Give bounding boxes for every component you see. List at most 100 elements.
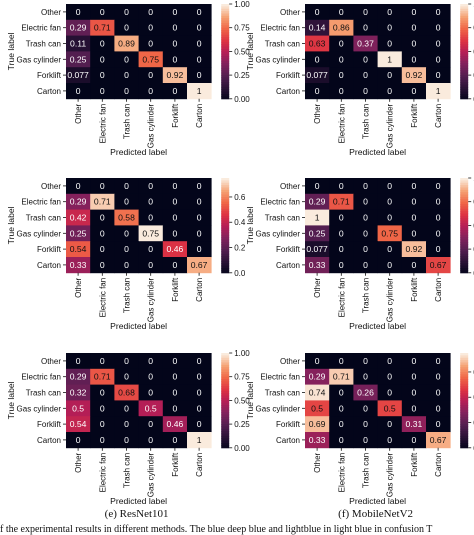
- colorbar-segment: [460, 206, 469, 210]
- cell-value-label: 0: [197, 23, 202, 33]
- cell-value-label: 0: [436, 356, 441, 366]
- colorbar-segment: [460, 70, 469, 74]
- colorbar-segment: [221, 400, 230, 404]
- cell-value-label: 0.42: [70, 213, 87, 223]
- heatmap-cell: [426, 241, 451, 258]
- colorbar-segment: [221, 428, 230, 432]
- colorbar-tick-label: 0.50: [234, 396, 250, 405]
- heatmap-cell: [66, 416, 91, 433]
- x-tick-label: Trash can: [123, 104, 132, 139]
- heatmap-cell: [305, 400, 330, 417]
- x-tick-label: Other: [313, 277, 322, 297]
- colorbar-segment: [460, 223, 469, 226]
- heatmap-cell: [305, 225, 330, 242]
- colorbar-segment: [460, 218, 469, 222]
- cell-value-label: 0: [148, 70, 153, 80]
- heatmap-cell: [66, 432, 91, 449]
- heatmap-cell: [138, 193, 164, 210]
- heatmap-cell: [401, 51, 427, 68]
- heatmap-cell: [377, 432, 403, 449]
- y-tick-label: Electric fan: [260, 373, 300, 382]
- cell-value-label: 0: [339, 244, 344, 254]
- colorbar-segment: [460, 426, 469, 430]
- cell-value-label: 0.46: [167, 244, 184, 254]
- heatmap-cell: [305, 193, 330, 210]
- colorbar-segment: [221, 225, 230, 229]
- colorbar-segment: [460, 260, 469, 264]
- colorbar-segment: [221, 431, 230, 435]
- heatmap-cell: [329, 83, 354, 100]
- heatmap-cell: [377, 193, 403, 210]
- heatmap-cell: [187, 257, 212, 274]
- colorbar-segment: [460, 94, 469, 97]
- heatmap-cell: [305, 83, 330, 100]
- colorbar-segment: [460, 393, 469, 397]
- cell-value-label: 0.37: [357, 39, 374, 49]
- colorbar-segment: [221, 192, 230, 196]
- colorbar-segment: [221, 37, 230, 41]
- colorbar-segment: [221, 249, 230, 252]
- colorbar-segment: [221, 376, 230, 380]
- colorbar-segment: [221, 445, 230, 449]
- colorbar-segment: [460, 263, 469, 267]
- cell-value-label: 0: [339, 356, 344, 366]
- colorbar-segment: [460, 180, 469, 184]
- cell-value-label: 0: [412, 356, 417, 366]
- y-tick-label: Gas cylinder: [17, 229, 62, 238]
- heatmap-cell: [305, 209, 330, 226]
- heatmap-cell: [114, 384, 139, 401]
- colorbar-segment: [221, 49, 230, 52]
- heatmap-cell: [138, 432, 164, 449]
- colorbar-segment: [460, 53, 469, 57]
- y-tick-label: Trash can: [26, 214, 61, 223]
- colorbar-segment: [221, 371, 230, 375]
- heatmap-cell: [66, 4, 91, 21]
- cell-value-label: 0.75: [142, 228, 159, 238]
- x-tick-label: Electric fan: [337, 453, 346, 493]
- heatmap-cell: [90, 241, 115, 258]
- cell-value-label: 0: [363, 181, 368, 191]
- colorbar-segment: [221, 94, 230, 97]
- colorbar-segment: [221, 260, 230, 264]
- colorbar-segment: [460, 72, 469, 76]
- cell-value-label: 0: [412, 228, 417, 238]
- heatmap-cell: [305, 178, 330, 195]
- colorbar-segment: [460, 187, 469, 191]
- heatmap-cell: [401, 4, 427, 21]
- cell-value-label: 0: [339, 54, 344, 64]
- heatmap-cell: [329, 432, 354, 449]
- cell-value-label: 0: [363, 86, 368, 96]
- x-tick-label: Other: [313, 103, 322, 123]
- heatmap-cell: [305, 368, 330, 385]
- cell-value-label: 0.46: [167, 419, 184, 429]
- cell-value-label: 0: [339, 388, 344, 398]
- cell-value-label: 0: [148, 213, 153, 223]
- x-tick-label: Other: [74, 103, 83, 123]
- colorbar-segment: [460, 256, 469, 260]
- cell-value-label: 0: [363, 435, 368, 445]
- colorbar-segment: [221, 63, 230, 67]
- heatmap-cell: [187, 83, 212, 100]
- heatmap-cell: [162, 51, 188, 68]
- cell-value-label: 0: [387, 197, 392, 207]
- heatmap-cell: [138, 353, 164, 370]
- colorbar-segment: [221, 369, 230, 373]
- cell-value-label: 0: [412, 86, 417, 96]
- heatmap-cell: [114, 193, 139, 210]
- colorbar-segment: [221, 67, 230, 71]
- heatmap-cell: [305, 4, 330, 21]
- cell-value-label: 0.25: [309, 228, 326, 238]
- cell-value-label: 0: [363, 54, 368, 64]
- heatmap-cell: [426, 83, 451, 100]
- colorbar-segment: [460, 4, 469, 7]
- colorbar-segment: [221, 182, 230, 186]
- colorbar-segment: [460, 27, 469, 31]
- colorbar-segment: [221, 91, 230, 95]
- heatmap-cell: [353, 4, 378, 21]
- cell-value-label: 0.89: [118, 39, 135, 49]
- colorbar-segment: [460, 246, 469, 250]
- heatmap-cell: [187, 209, 212, 226]
- cell-value-label: 0: [100, 403, 105, 413]
- cell-value-label: 0: [124, 372, 129, 382]
- cell-value-label: 0.86: [333, 23, 350, 33]
